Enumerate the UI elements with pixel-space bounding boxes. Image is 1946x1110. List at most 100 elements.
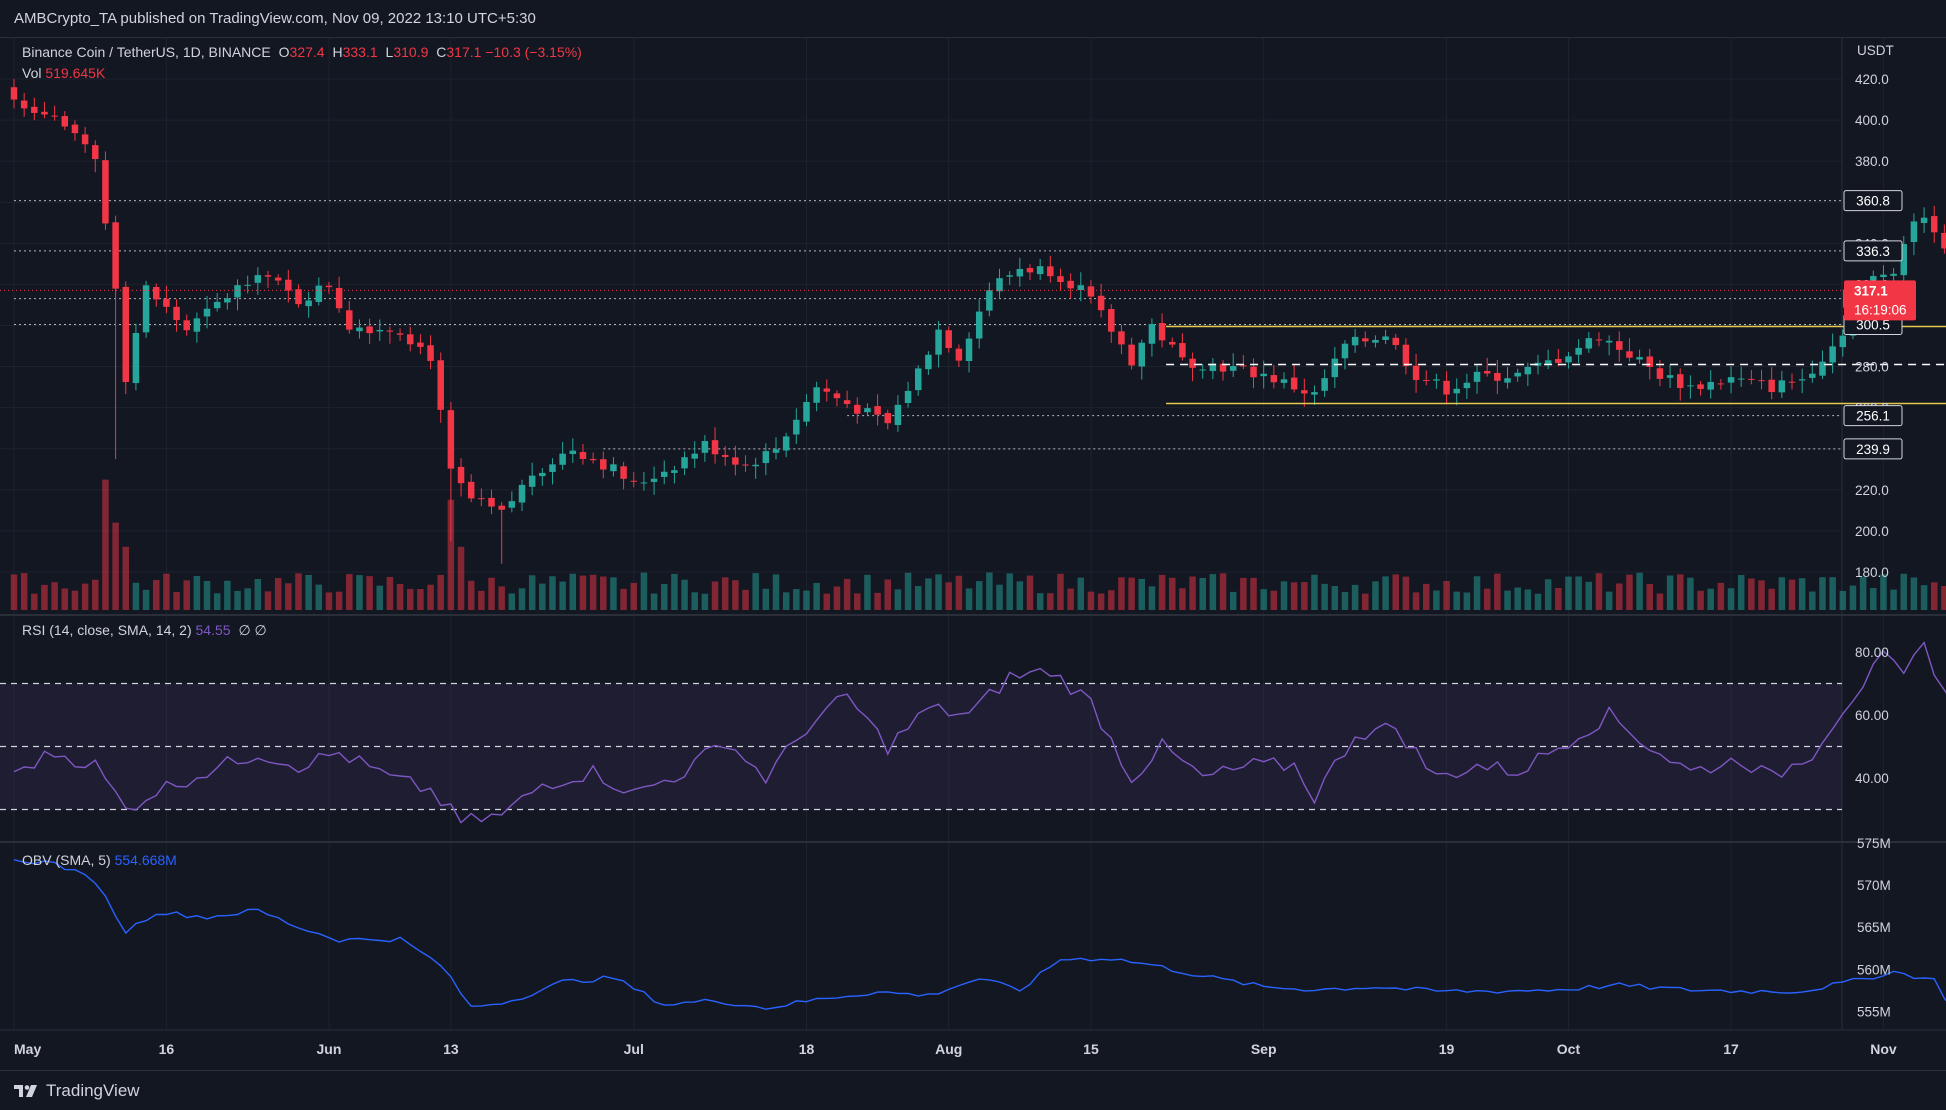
volume-bar [793,589,800,610]
candle-body [274,277,282,281]
candle-body [1758,380,1765,382]
candle-body [955,348,963,361]
legend-low: 310.9 [393,44,429,60]
volume-bar [1646,583,1654,610]
chart-canvas[interactable]: USDT420.0400.0380.0360.0340.0320.0300.02… [0,0,1946,1070]
volume-bar [1666,575,1674,610]
candle-body [356,327,363,332]
price-tick-label: 180.0 [1855,565,1889,580]
time-axis[interactable]: May16Jun13Jul18Aug15Sep19Oct17Nov14 [14,1041,1946,1057]
volume-bar [10,574,18,610]
volume-bar [996,584,1003,610]
volume-bar [732,580,739,610]
candle-body [1900,244,1908,276]
candle-body [1321,378,1328,391]
candle-body [1524,366,1532,375]
volume-bar [1616,583,1623,610]
volume-bar [1555,588,1562,610]
volume-bar [1544,579,1552,610]
volume-bar [640,572,648,610]
volume-bar [1199,577,1206,610]
volume-bar [518,588,526,610]
volume-bar [203,580,211,610]
candle-body [539,472,546,477]
candle-body [31,106,38,113]
volume-bar [843,578,851,610]
candle-body [732,457,739,465]
candle-body [1504,378,1511,383]
volume-bar [1321,583,1328,610]
volume-bar [1758,580,1765,610]
legend-symbol[interactable]: Binance Coin / TetherUS, 1D, BINANCE [22,44,271,60]
volume-bar [1158,574,1166,610]
candle-body [1717,383,1725,385]
rsi-series [13,641,1946,824]
candle-body [1036,266,1044,275]
date-label: 18 [799,1041,815,1057]
legend-close: 317.1 [446,44,482,60]
candle-body [1727,377,1735,383]
candle-body [986,290,993,311]
volume-bar [1524,589,1532,610]
price-axis[interactable]: USDT420.0400.0380.0360.0340.0320.0300.02… [1855,43,1894,1019]
volume-bar [914,585,922,610]
candle-body [1514,372,1521,377]
publish-info: AMBCrypto_TA published on TradingView.co… [14,10,536,27]
obv-tick-label: 565M [1857,920,1891,935]
candle-body [1118,331,1125,345]
volume-bar [1788,579,1796,610]
volume-bar [1433,590,1440,610]
candle-body [447,410,455,469]
volume-bar [925,578,932,610]
volume-bar [1240,577,1247,610]
candle-body [1128,344,1135,366]
rsi-legend: RSI (14, close, SMA, 14, 2) 54.55 ∅ ∅ [22,622,267,639]
obv-tick-label: 560M [1857,962,1891,977]
legend-vol-key[interactable]: Vol [22,65,42,81]
candle-body [935,329,942,355]
volume-bar [1138,578,1146,610]
rsi-tick-label: 40.00 [1855,771,1889,786]
candle-body [1240,365,1247,367]
tradingview-logo[interactable]: TradingView [14,1081,140,1101]
volume-bar [1148,586,1156,610]
candle-body [427,345,434,361]
volume-bar [20,573,28,610]
obv-tick-label: 575M [1857,836,1891,851]
date-label: 16 [159,1041,175,1057]
candle-body [1382,336,1389,340]
candle-body [1168,341,1176,345]
candle-body [884,413,892,424]
candle-body [203,308,211,317]
volume-bar [1920,585,1928,610]
candle-body [1473,371,1481,382]
volume-bar [447,499,455,610]
volume-bar [1331,586,1339,610]
candle-body [996,278,1003,292]
candle-body [894,404,902,426]
volume-bar [1108,590,1115,610]
current-price-box [1844,280,1916,321]
candle-body [1351,336,1359,346]
price-tick-label: 220.0 [1855,483,1889,498]
volume-bar [1372,581,1379,610]
candle-body [965,338,973,361]
candle-body [904,390,912,404]
legend-rsi-extra: ∅ ∅ [238,622,267,638]
candle-body [1941,232,1946,249]
volume-bar [366,576,373,610]
legend-rsi-key[interactable]: RSI (14, close, SMA, 14, 2) [22,622,192,638]
volume-bar [163,573,170,610]
range-box [1166,325,1946,405]
legend-obv-key[interactable]: OBV (SMA, 5) [22,852,111,868]
candle-body [437,360,444,410]
volume-bar [31,593,38,610]
volume-bar [782,592,790,610]
candle-body [1280,379,1288,383]
candle-body [315,285,323,302]
candle-body [1819,361,1826,376]
candle-body [1616,341,1623,350]
candle-body [640,482,648,484]
current-price-label: 317.1 [1854,283,1888,298]
rsi-band [0,682,1842,811]
